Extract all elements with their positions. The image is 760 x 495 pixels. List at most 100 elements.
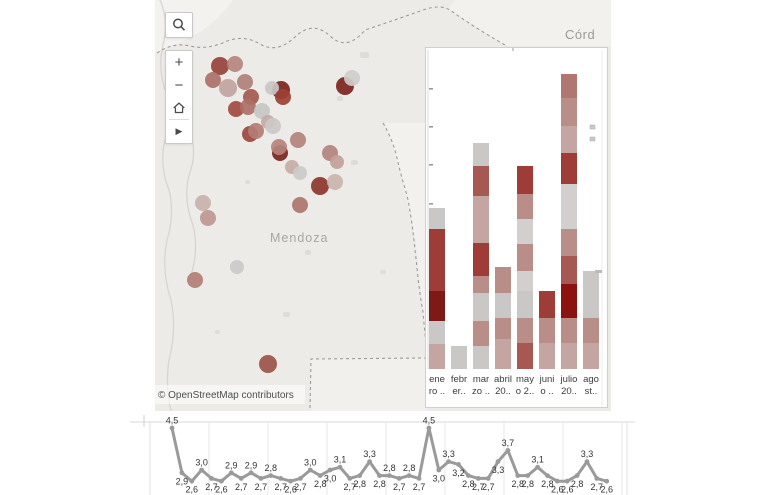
map-bubble[interactable] (230, 260, 244, 274)
line-point[interactable] (199, 467, 204, 473)
bar-segment[interactable] (429, 229, 445, 291)
bar-segment[interactable] (473, 321, 489, 346)
bar-segment[interactable] (473, 166, 489, 196)
bar-segment[interactable] (473, 143, 489, 166)
scroll-up-icon[interactable] (589, 124, 596, 130)
bar-segment[interactable] (473, 243, 489, 276)
line-point[interactable] (228, 470, 234, 476)
bar-segment[interactable] (561, 153, 577, 184)
line-point[interactable] (515, 473, 521, 478)
bar-segment[interactable] (561, 256, 577, 284)
line-point[interactable] (406, 473, 412, 478)
bar-segment[interactable] (473, 196, 489, 243)
bar-segment[interactable] (495, 267, 511, 293)
line-point[interactable] (446, 459, 451, 464)
bar-segment[interactable] (539, 318, 555, 343)
map-bubble[interactable] (330, 155, 344, 169)
bar-segment[interactable] (429, 208, 445, 229)
bar-segment[interactable] (495, 339, 511, 369)
line-point[interactable] (495, 459, 501, 464)
map-bubble[interactable] (275, 89, 291, 105)
line-point[interactable] (367, 459, 372, 464)
map-bubble[interactable] (327, 174, 343, 190)
bar-segment[interactable] (517, 271, 533, 291)
line-point[interactable] (219, 478, 224, 484)
zoom-in-button[interactable]: + (174, 53, 184, 71)
bar-segment[interactable] (561, 229, 577, 256)
line-point[interactable] (396, 476, 402, 481)
line-point[interactable] (416, 476, 422, 481)
map-bubble[interactable] (292, 197, 308, 213)
line-point[interactable] (387, 473, 392, 478)
line-point[interactable] (475, 476, 481, 481)
line-point[interactable] (485, 476, 491, 481)
map-bubble[interactable] (200, 210, 216, 226)
line-point[interactable] (189, 478, 195, 484)
map-bubble[interactable] (227, 56, 243, 72)
bar-segment[interactable] (517, 194, 533, 219)
line-point[interactable] (357, 473, 363, 478)
line-point[interactable] (347, 476, 353, 481)
map-bubble[interactable] (228, 101, 244, 117)
bar-segment[interactable] (583, 343, 599, 369)
line-point[interactable] (278, 476, 284, 481)
line-point[interactable] (298, 476, 303, 481)
map-bubble[interactable] (344, 70, 360, 86)
bar-segment[interactable] (517, 291, 533, 318)
line-point[interactable] (258, 476, 264, 481)
line-point[interactable] (307, 467, 313, 473)
expand-tools-button[interactable]: ▶ (175, 126, 183, 137)
bar-segment[interactable] (539, 291, 555, 318)
bar-segment[interactable] (561, 343, 577, 369)
bar-segment[interactable] (561, 184, 577, 229)
map-bubble[interactable] (248, 123, 264, 139)
bar-segment[interactable] (473, 346, 489, 369)
map-bubble[interactable] (293, 166, 307, 180)
map-bubble[interactable] (195, 195, 211, 211)
line-point[interactable] (337, 464, 343, 470)
line-point[interactable] (505, 448, 511, 453)
bar-segment[interactable] (583, 318, 599, 343)
line-point[interactable] (426, 425, 432, 431)
bar-segment[interactable] (561, 98, 577, 126)
line-point[interactable] (436, 467, 442, 473)
map-bubble[interactable] (205, 72, 221, 88)
bar-segment[interactable] (451, 346, 467, 369)
map-bubble[interactable] (187, 272, 203, 288)
line-point[interactable] (554, 478, 560, 484)
line-point[interactable] (466, 473, 471, 478)
line-point[interactable] (377, 473, 382, 478)
map-bubble[interactable] (240, 99, 256, 115)
line-point[interactable] (248, 470, 254, 476)
bar-segment[interactable] (429, 291, 445, 321)
line-point[interactable] (545, 473, 550, 478)
scrollbar-thumb[interactable] (595, 270, 602, 273)
line-point[interactable] (594, 476, 600, 481)
bar-segment[interactable] (429, 321, 445, 344)
bar-segment[interactable] (429, 344, 445, 369)
bar-segment[interactable] (473, 293, 489, 321)
bar-segment[interactable] (473, 276, 489, 293)
line-point[interactable] (604, 478, 610, 484)
map-bubble[interactable] (290, 132, 306, 148)
bar-segment[interactable] (495, 293, 511, 318)
map-bubble[interactable] (271, 139, 287, 155)
map-bubble[interactable] (219, 79, 237, 97)
line-point[interactable] (327, 467, 333, 473)
line-point[interactable] (179, 470, 185, 476)
bar-segment[interactable] (561, 318, 577, 343)
map-bubble[interactable] (311, 177, 329, 195)
line-point[interactable] (317, 473, 323, 478)
map-bubble[interactable] (265, 81, 279, 95)
zoom-out-button[interactable]: − (174, 76, 184, 94)
bar-segment[interactable] (561, 284, 577, 318)
line-point[interactable] (268, 473, 274, 478)
bar-segment[interactable] (539, 343, 555, 369)
line-point[interactable] (456, 462, 461, 467)
bar-segment[interactable] (495, 318, 511, 339)
bar-segment[interactable] (517, 318, 533, 343)
bar-segment[interactable] (517, 343, 533, 369)
line-point[interactable] (574, 473, 580, 478)
map-bubble[interactable] (211, 57, 229, 75)
line-point[interactable] (169, 425, 175, 431)
